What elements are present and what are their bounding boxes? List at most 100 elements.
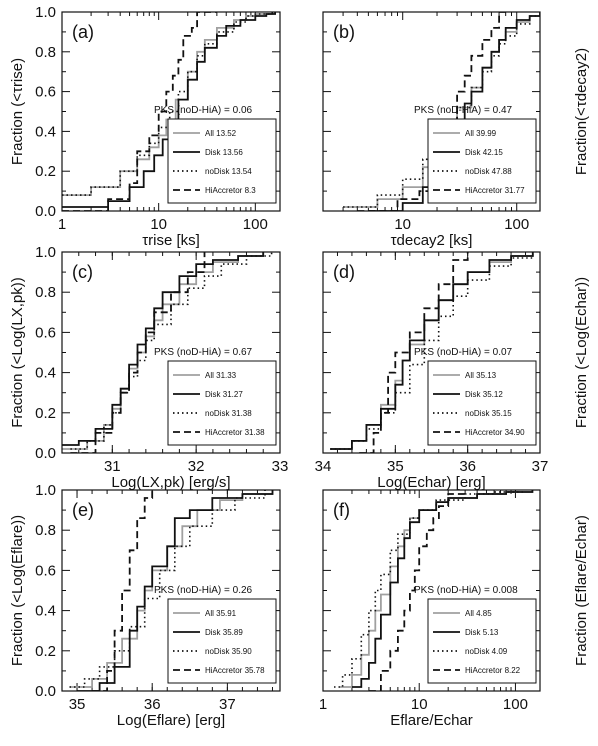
legend: All 39.99 Disk 42.15 noDisk 47.88 HiAccreto… (427, 118, 537, 204)
x-tick-label: 10 (150, 216, 167, 233)
x-tick-label: 36 (459, 458, 476, 475)
y-tick-label: 0.6 (35, 84, 56, 101)
legend-entry: Disk 31.27 (205, 390, 243, 399)
pks-annotation: PKS (noD-HiA) = 0.47 (414, 105, 513, 116)
legend-entry: All 4.85 (465, 609, 492, 618)
x-tick-label: 32 (188, 458, 205, 475)
series-line-dash (62, 12, 217, 211)
series-line-dash (357, 12, 506, 211)
pks-annotation: PKS (noD-HiA) = 0.67 (154, 347, 253, 358)
y-tick-label: 0.2 (35, 643, 56, 660)
legend-entry: noDisk 35.90 (205, 647, 252, 656)
series-line-dot (69, 490, 266, 688)
y-tick-label: 1.0 (35, 244, 56, 261)
plot-frame (322, 11, 541, 212)
x-tick-label: 34 (315, 458, 332, 475)
y-tick-label: 0.8 (35, 522, 56, 539)
plot-frame (322, 251, 541, 454)
series-line-solid (352, 490, 534, 688)
legend: All 35.91 Disk 35.89 noDisk 35.90 HiAccreto… (167, 598, 277, 684)
legend-entry: All 31.33 (205, 371, 237, 380)
legend-entry: All 13.52 (205, 129, 237, 138)
legend-entry: HiAccretor 31.77 (465, 186, 525, 195)
legend-entry: HiAccretor 34.90 (465, 428, 525, 437)
chart-panel-6: 1 10 100 (f) Eflare/Echar Fraction (Eflare/Ec… (319, 489, 590, 729)
x-tick-label: 37 (219, 696, 236, 713)
y-tick-label: 0.6 (35, 324, 56, 341)
panel-label: (d) (333, 262, 355, 282)
x-axis-title: Log(LX,pk) [erg/s] (111, 474, 230, 491)
legend-entry: HiAccretor 31.38 (205, 428, 265, 437)
legend-entry: Disk 35.12 (465, 390, 503, 399)
y-tick-label: 0.4 (35, 603, 56, 620)
legend-entry: HiAccretor 35.78 (205, 666, 265, 675)
y-axis-title: Fraction (<Log(Echar)) (573, 277, 590, 428)
legend-entry: Disk 42.15 (465, 148, 503, 157)
y-tick-label: 1.0 (35, 482, 56, 499)
legend-entry: Disk 35.89 (205, 628, 243, 637)
legend-entry: noDisk 31.38 (205, 409, 252, 418)
series-group (69, 490, 274, 691)
y-axis-title: Fraction (Eflare/Echar) (573, 515, 590, 666)
y-tick-label: 0.0 (35, 683, 56, 700)
plot-frame (322, 489, 541, 692)
panel-label: (a) (72, 22, 94, 42)
legend: All 35.13 Disk 35.12 noDisk 35.15 HiAccreto… (427, 360, 537, 446)
series-line-solid (62, 252, 265, 446)
y-tick-label: 0.2 (35, 405, 56, 422)
y-tick-label: 0.8 (35, 284, 56, 301)
chart-panel-1: 1 10 100 0.0 0.2 0.4 0.6 0.8 1.0 (a) τrise [ks] Fra… (9, 4, 281, 249)
y-axis-title: Fraction(<τdecay2) (573, 48, 590, 175)
y-axis-title: Fraction (<τrise) (9, 58, 26, 165)
series-line-dash (368, 490, 466, 691)
y-tick-label: 0.2 (35, 163, 56, 180)
x-tick-label: 37 (532, 458, 549, 475)
x-tick-label: 33 (272, 458, 289, 475)
legend-entry: noDisk 4.09 (465, 647, 508, 656)
pks-annotation: PKS (noD-HiA) = 0.06 (154, 105, 253, 116)
x-tick-label: 10 (394, 216, 411, 233)
series-group (62, 252, 273, 453)
y-tick-label: 0.6 (35, 562, 56, 579)
series-line-dash (92, 490, 154, 691)
panel-label: (f) (333, 500, 350, 520)
legend: All 4.85 Disk 5.13 noDisk 4.09 HiAccretor 8… (427, 598, 537, 684)
series-line-dot (330, 252, 534, 450)
legend-entry: HiAccretor 8.3 (205, 186, 256, 195)
x-tick-label: 100 (503, 696, 528, 713)
pks-annotation: PKS (noD-HiA) = 0.26 (154, 585, 253, 596)
x-tick-label: 35 (69, 696, 86, 713)
x-tick-label: 100 (243, 216, 268, 233)
y-tick-label: 1.0 (35, 4, 56, 21)
series-line-dot (70, 252, 273, 450)
x-axis-title: τrise [ks] (142, 232, 200, 249)
x-axis-title: Eflare/Echar (390, 712, 473, 729)
plot-frame (61, 489, 281, 692)
x-tick-label: 1 (58, 216, 66, 233)
legend: All 31.33 Disk 31.27 noDisk 31.38 HiAccreto… (167, 360, 277, 446)
y-tick-label: 0.4 (35, 123, 56, 140)
series-group (62, 12, 276, 211)
legend-entry: Disk 5.13 (465, 628, 499, 637)
x-tick-label: 35 (387, 458, 404, 475)
plot-frame (61, 251, 281, 454)
x-axis-title: τdecay2 [ks] (391, 232, 473, 249)
legend-entry: All 35.91 (205, 609, 237, 618)
x-tick-label: 31 (104, 458, 121, 475)
y-tick-label: 0.0 (35, 203, 56, 220)
y-tick-label: 0.0 (35, 445, 56, 462)
x-tick-label: 10 (411, 696, 428, 713)
chart-panel-3: 31 32 33 0.0 0.2 0.4 0.6 0.8 1.0 (c) Log(LX,pk) [e… (9, 244, 288, 491)
y-tick-label: 0.4 (35, 365, 56, 382)
plot-frame (61, 11, 281, 212)
panel-label: (b) (333, 22, 355, 42)
pks-annotation: PKS (noD-HiA) = 0.07 (414, 347, 513, 358)
y-tick-label: 0.8 (35, 44, 56, 61)
legend: All 13.52 Disk 13.56 noDisk 13.54 HiAccreto… (167, 118, 277, 204)
legend-entry: All 35.13 (465, 371, 497, 380)
series-group (330, 252, 534, 453)
series-line-dash (70, 252, 206, 453)
series-line-solid (62, 12, 276, 208)
legend-entry: noDisk 13.54 (205, 167, 252, 176)
chart-panel-5: 35 36 37 0.0 0.2 0.4 0.6 0.8 1.0 (e) Log(Eflare) [… (9, 482, 281, 729)
